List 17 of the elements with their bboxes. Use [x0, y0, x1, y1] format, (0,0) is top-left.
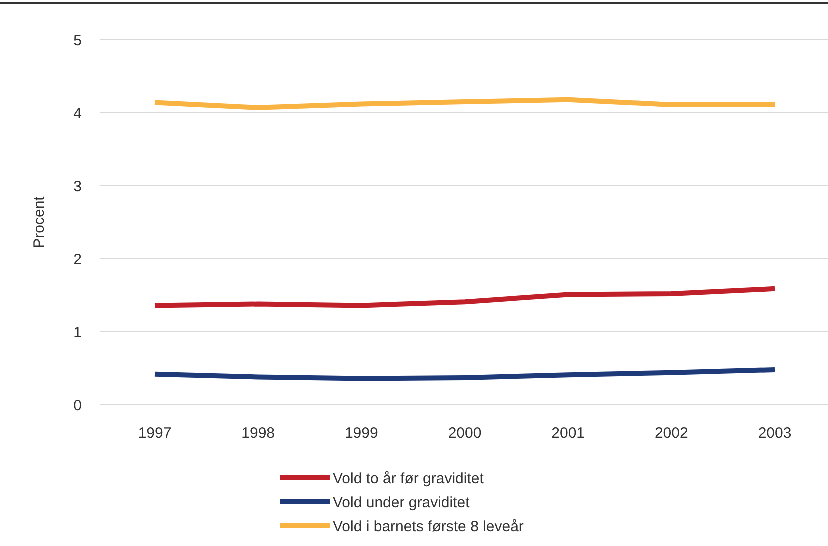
y-axis-title: Procent	[31, 196, 48, 248]
y-tick-label: 1	[74, 324, 82, 342]
legend-label: Vold i barnets første 8 leveår	[333, 518, 524, 536]
x-tick-label: 2003	[758, 425, 792, 442]
y-tick-label: 5	[74, 32, 82, 50]
legend-label: Vold under graviditet	[333, 494, 471, 512]
x-tick-label: 1999	[344, 425, 378, 442]
x-tick-label: 1997	[138, 425, 172, 442]
y-tick-label: 0	[74, 397, 82, 414]
legend-label: Vold to år før graviditet	[333, 470, 485, 488]
y-tick-label: 2	[74, 251, 82, 268]
x-tick-label: 2000	[448, 425, 482, 442]
x-tick-label: 1998	[242, 425, 276, 442]
y-tick-label: 3	[74, 178, 82, 196]
y-tick-label: 4	[74, 105, 82, 122]
x-tick-label: 2002	[654, 425, 688, 442]
x-tick-label: 2001	[552, 425, 586, 442]
